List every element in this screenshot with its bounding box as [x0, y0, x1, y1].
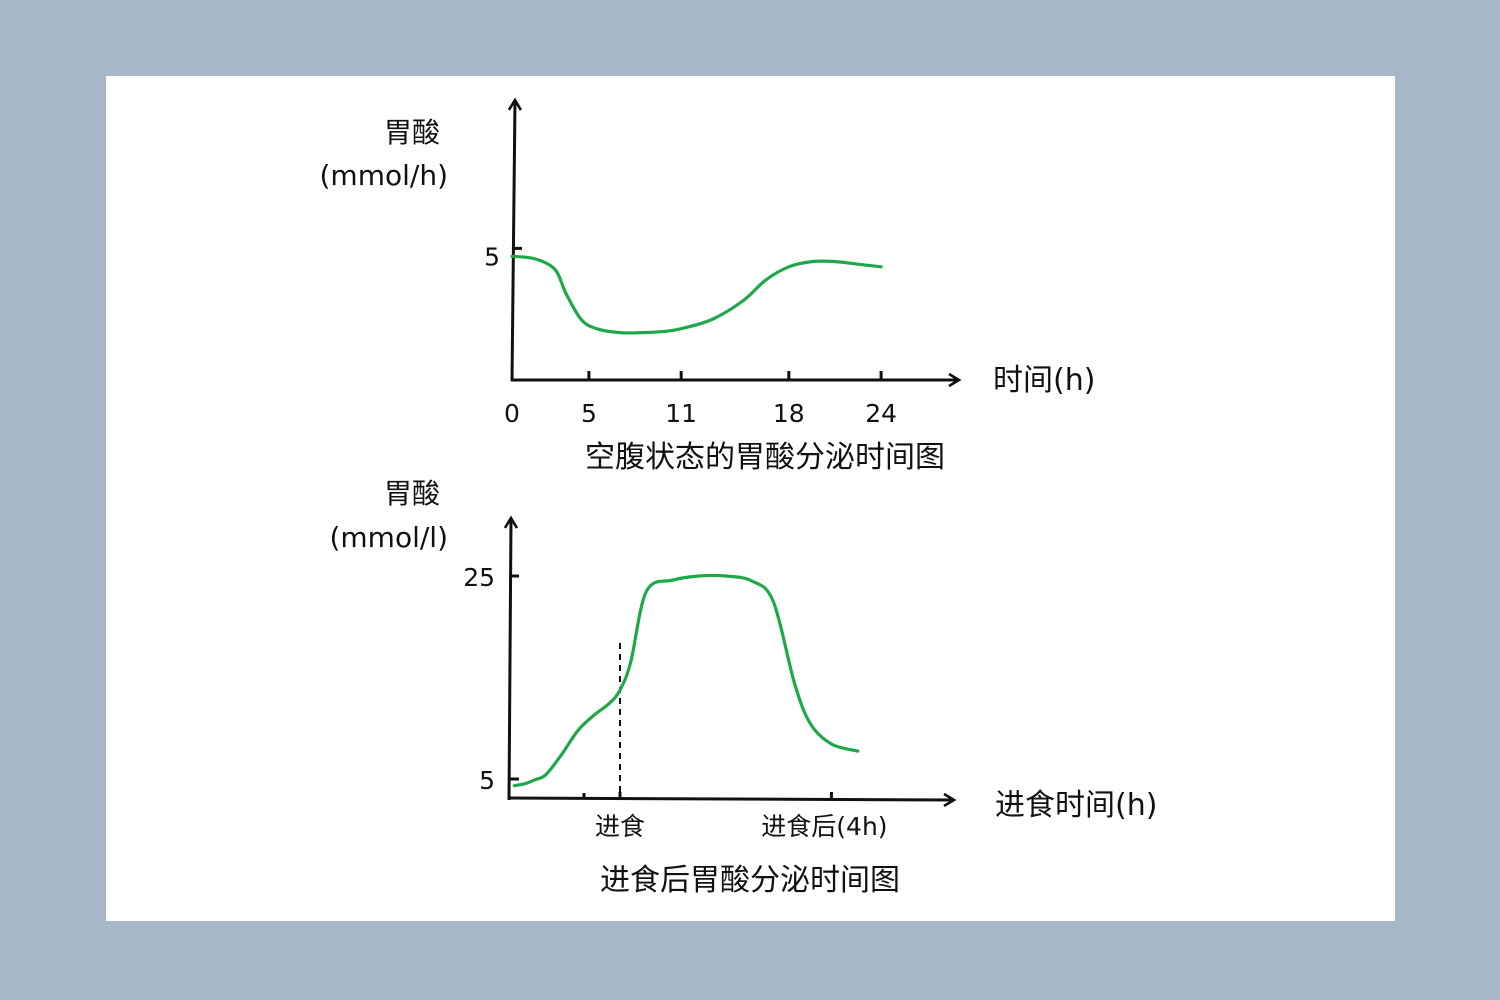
fasting-x-tick-label: 11	[665, 399, 697, 428]
fasting-y-label-line1: 胃酸	[384, 116, 440, 149]
postmeal-x-axis	[507, 798, 953, 800]
postmeal-x-label: 进食时间(h)	[995, 788, 1157, 823]
postmeal-x-tick-label: 进食后(4h)	[761, 812, 887, 841]
fasting-x-tick-label: 18	[773, 399, 805, 428]
postmeal-chart-title: 进食后胃酸分泌时间图	[600, 863, 900, 898]
postmeal-acid-curve	[512, 573, 860, 788]
postmeal-y-axis	[509, 519, 511, 801]
fasting-y-axis	[512, 101, 515, 382]
postmeal-x-tick-label: 进食	[595, 812, 645, 841]
fasting-x-tick-label: 0	[504, 399, 520, 428]
fasting-x-tick-label: 5	[581, 399, 597, 428]
postmeal-y-tick-label: 25	[463, 563, 495, 592]
fasting-x-label: 时间(h)	[993, 363, 1095, 398]
fasting-chart-title: 空腹状态的胃酸分泌时间图	[585, 440, 945, 475]
fasting-x-tick-label: 24	[865, 399, 897, 428]
postmeal-y-label-line2: (mmol/l)	[329, 521, 448, 554]
chart-card	[106, 76, 1395, 921]
fasting-acid-curve	[510, 254, 883, 335]
postmeal-y-label-line1: 胃酸	[384, 477, 440, 510]
postmeal-y-tick-label: 5	[479, 766, 495, 795]
fasting-chart: 胃酸 (mmol/h) 5 0 5 11 18 24 时间(h) 空腹状态的胃酸分泌时间…	[320, 101, 1095, 475]
fasting-y-label-line2: (mmol/h)	[320, 159, 449, 192]
fasting-y-tick-label: 5	[484, 242, 500, 271]
postmeal-chart: 胃酸 (mmol/l) 5 25 进食 进食后(4h) 进食时间(h) 进食后胃酸分…	[329, 477, 1157, 898]
